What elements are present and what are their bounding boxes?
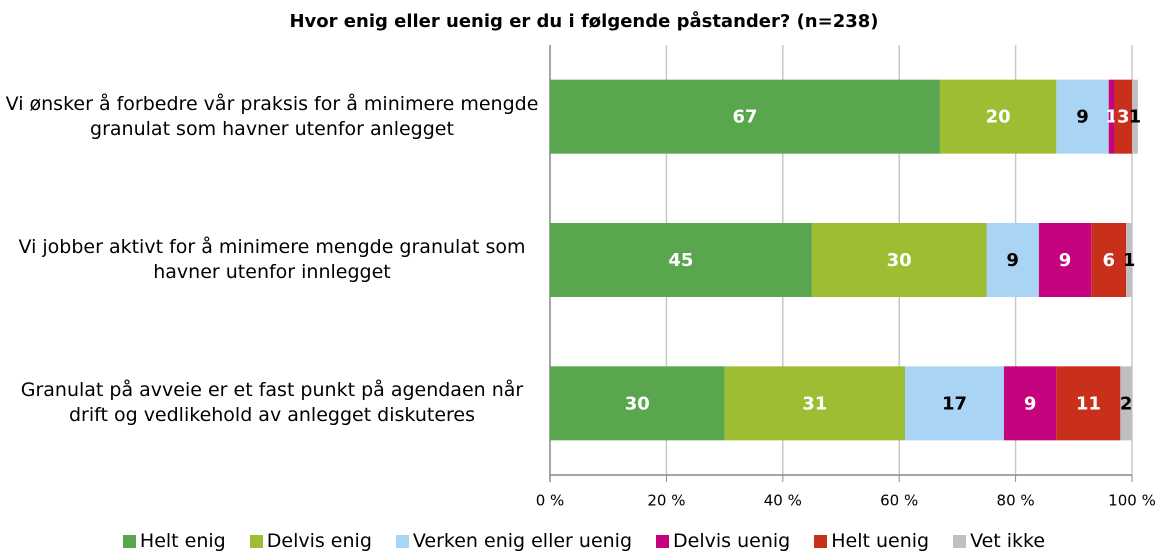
data-label: 1 (1129, 107, 1142, 128)
data-label: 30 (887, 250, 912, 271)
data-label: 3 (1117, 107, 1130, 128)
legend-swatch (953, 534, 967, 548)
data-label: 31 (802, 393, 827, 414)
data-label: 9 (1006, 250, 1019, 271)
category-label: Vi ønsker å forbedre vår praksis for å m… (5, 92, 539, 140)
legend-swatch (122, 534, 136, 548)
data-label: 9 (1059, 250, 1072, 271)
legend-label: Helt enig (139, 530, 226, 552)
bar-segment (811, 223, 987, 297)
data-label: 9 (1024, 393, 1037, 414)
bar-segment (1038, 223, 1092, 297)
bar-segment (724, 366, 906, 441)
x-tick-label: 40 % (764, 492, 802, 510)
chart-title: Hvor enig eller uenig er du i følgende p… (289, 10, 878, 32)
data-label: 2 (1120, 393, 1133, 414)
bar-segment (986, 223, 1039, 297)
legend-swatch (656, 534, 670, 548)
legend-item: Helt uenig (814, 530, 929, 552)
x-tick-label: 0 % (536, 492, 565, 510)
data-label: 20 (986, 107, 1011, 128)
bar-segment (1108, 79, 1115, 154)
bar-segment (550, 79, 940, 154)
legend-label: Vet ikke (970, 530, 1046, 552)
legend-swatch (814, 534, 828, 548)
legend-item: Delvis uenig (656, 530, 790, 552)
x-tick-label: 60 % (880, 492, 918, 510)
bar-segment (905, 366, 1004, 441)
bar-segment (550, 223, 812, 297)
bar-segment (1003, 366, 1057, 441)
bar-segment (1126, 223, 1132, 297)
x-tick-label: 100 % (1108, 492, 1156, 510)
bar-segment (1056, 79, 1109, 154)
legend-swatch (249, 534, 263, 548)
data-label: 17 (942, 393, 967, 414)
legend-label: Delvis uenig (673, 530, 791, 552)
legend-label: Delvis enig (266, 530, 372, 552)
data-label: 9 (1076, 107, 1089, 128)
bar-segment (1114, 79, 1132, 154)
data-label: 11 (1076, 393, 1101, 414)
x-tick-label: 80 % (997, 492, 1035, 510)
category-label: Granulat på avveie er et fast punkt på a… (20, 379, 524, 427)
bar-segment (1091, 223, 1127, 297)
legend-item: Helt enig (122, 530, 226, 552)
data-label: 45 (668, 250, 693, 271)
data-label: 1 (1123, 250, 1136, 271)
bar-segment (1132, 79, 1138, 154)
legend: Helt enig Delvis enig Verken enig eller ue… (0, 530, 1168, 552)
data-label: 6 (1102, 250, 1115, 271)
legend-item: Delvis enig (249, 530, 372, 552)
legend-item: Verken enig eller uenig (395, 530, 633, 552)
data-label: 67 (732, 107, 757, 128)
bar-segment (939, 79, 1057, 154)
legend-item: Vet ikke (953, 530, 1045, 552)
legend-label: Verken enig eller uenig (412, 530, 633, 552)
bar-segment (1120, 366, 1132, 441)
x-tick-label: 20 % (647, 492, 685, 510)
bar-segment (550, 366, 725, 441)
data-label: 30 (625, 393, 650, 414)
legend-swatch (395, 534, 409, 548)
category-label: Vi jobber aktivt for å minimere mengde g… (18, 236, 526, 283)
legend-label: Helt uenig (831, 530, 930, 552)
bar-segment (1056, 366, 1121, 441)
